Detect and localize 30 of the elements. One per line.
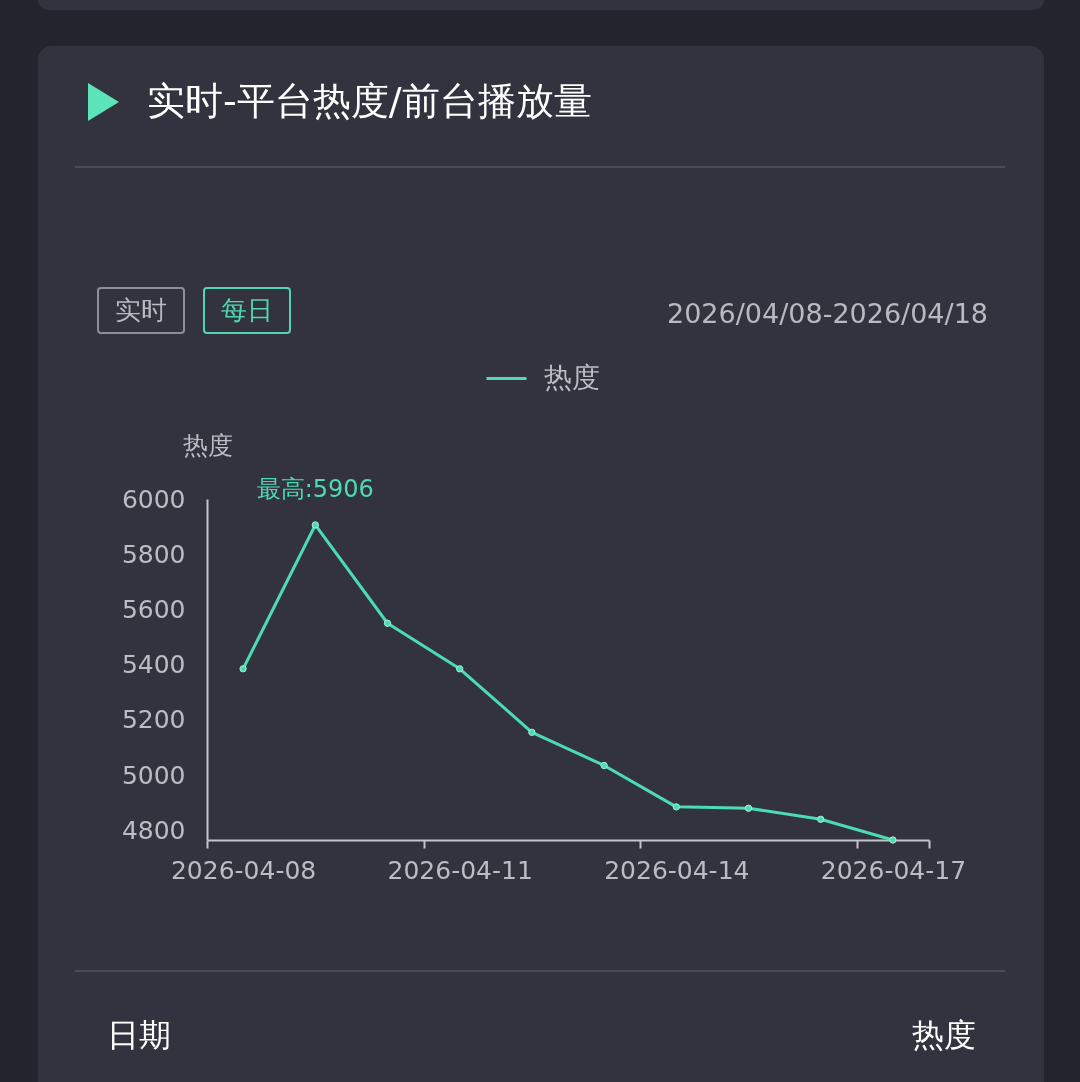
y-tick-label: 5200 bbox=[121, 705, 186, 735]
annotation: 最高:5906 bbox=[256, 474, 374, 503]
point bbox=[456, 665, 464, 673]
y-tick-label: 5800 bbox=[121, 539, 186, 569]
y-tick-label: 5000 bbox=[121, 760, 186, 790]
y-axis-title: 热度 bbox=[182, 430, 233, 460]
y-tick-label: 4800 bbox=[121, 815, 186, 845]
x-tick-label: 2026-04-14 bbox=[604, 855, 750, 885]
toggle-button: 每日 bbox=[203, 287, 291, 334]
point bbox=[600, 761, 608, 770]
point bbox=[311, 521, 319, 529]
point bbox=[817, 815, 825, 823]
x-tick-label: 2026-04-08 bbox=[170, 855, 317, 885]
toggle-button: 实时 bbox=[97, 287, 185, 334]
x-tick-label: 2026-04-11 bbox=[387, 855, 533, 885]
point bbox=[528, 728, 536, 736]
y-tick-label: 5600 bbox=[121, 594, 186, 624]
chart-title: 实时-平台热度/前台播放量 bbox=[147, 78, 592, 124]
point bbox=[672, 803, 680, 811]
x-tick-label: 2026-04-17 bbox=[820, 855, 967, 885]
legend-label: 热度 bbox=[544, 360, 600, 394]
point bbox=[383, 619, 392, 627]
point bbox=[889, 836, 897, 844]
y-tick-label: 5400 bbox=[121, 650, 186, 680]
text: 2026/04/08-2026/04/18 bbox=[667, 297, 988, 331]
text: 日期 bbox=[107, 1015, 171, 1056]
text: 热度 bbox=[912, 1015, 976, 1056]
y-tick-label: 6000 bbox=[121, 484, 186, 514]
point bbox=[239, 665, 247, 673]
point bbox=[744, 804, 753, 812]
